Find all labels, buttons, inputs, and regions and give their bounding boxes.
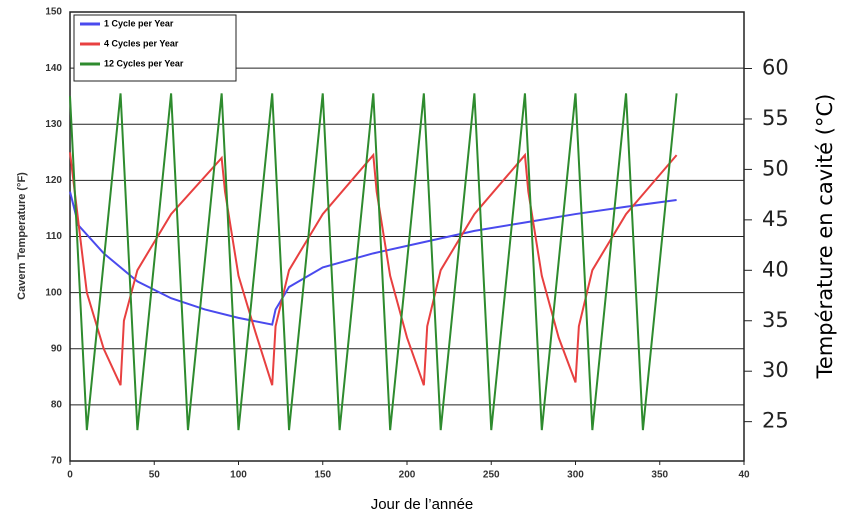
x-tick-label: 50 [149, 470, 161, 481]
legend: 1 Cycle per Year 4 Cycles per Year 12 Cycl… [73, 14, 237, 82]
y2-tick-label: 30 [762, 358, 789, 382]
y-tick-label: 80 [51, 400, 63, 411]
legend-label: 12 Cycles per Year [104, 58, 184, 68]
x-tick-label: 350 [651, 470, 668, 481]
x-tick-label: 40 [738, 470, 750, 481]
legend-label: 4 Cycles per Year [104, 38, 179, 48]
y-tick-label: 140 [45, 63, 62, 74]
y2-tick-label: 35 [762, 308, 789, 332]
y2-tick-label: 50 [762, 156, 789, 180]
y2-axis-title: Température en cavité (°C) [813, 94, 837, 380]
y2-tick-label: 45 [762, 207, 789, 231]
y-tick-label: 70 [51, 456, 63, 467]
y-axis-title: Cavern Temperature (°F) [16, 172, 28, 300]
legend-label: 1 Cycle per Year [104, 18, 174, 28]
y-tick-label: 100 [45, 287, 62, 298]
y-tick-label: 130 [45, 119, 62, 130]
y-tick-label: 90 [51, 343, 63, 354]
x-tick-label: 100 [230, 470, 247, 481]
y2-tick-label: 60 [762, 56, 789, 80]
y-tick-label: 120 [45, 175, 62, 186]
x-tick-label: 0 [67, 470, 73, 481]
series-line [69, 152, 678, 386]
legend-box [73, 14, 237, 82]
series-line [69, 93, 678, 431]
x-tick-label: 300 [567, 470, 584, 481]
y2-tick-label: 40 [762, 257, 789, 281]
y-tick-label: 110 [46, 231, 63, 242]
y2-tick-label: 55 [762, 106, 789, 130]
y-tick-label: 150 [45, 7, 62, 18]
x-axis-title: Jour de l’année [371, 496, 474, 513]
x-tick-label: 250 [483, 470, 500, 481]
x-tick-label: 150 [314, 470, 331, 481]
x-tick-label: 200 [399, 470, 416, 481]
y2-tick-label: 25 [762, 409, 789, 433]
